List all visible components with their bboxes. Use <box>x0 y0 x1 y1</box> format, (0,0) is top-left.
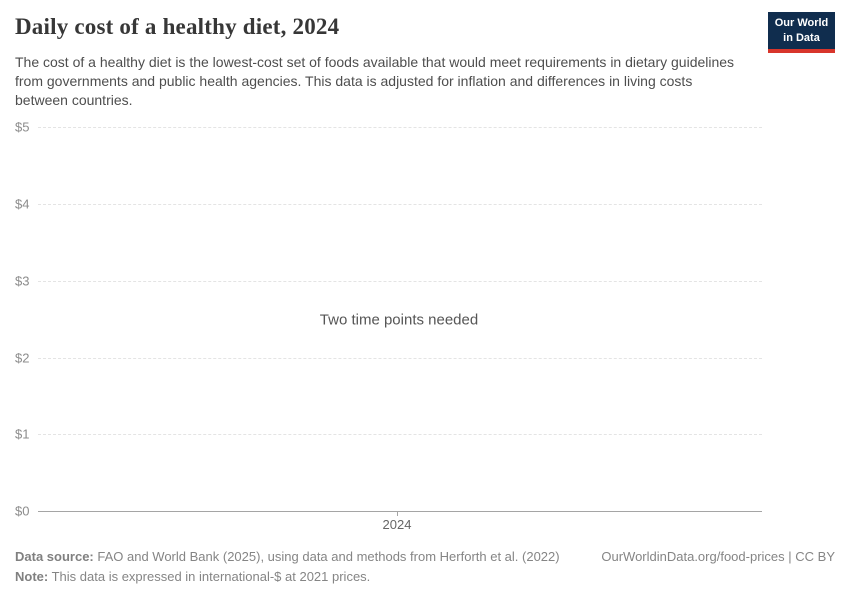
footer-datasource: Data source: FAO and World Bank (2025), … <box>15 549 560 564</box>
y-axis-tick-label: $2 <box>15 350 30 366</box>
x-axis-baseline <box>38 511 762 512</box>
footer-url-link[interactable]: OurWorldinData.org/food-prices <box>601 549 785 564</box>
footer-note-text: This data is expressed in international-… <box>51 569 371 584</box>
owid-logo[interactable]: Our World in Data <box>768 12 835 53</box>
chart-title: Daily cost of a healthy diet, 2024 <box>15 14 340 39</box>
footer-license-link[interactable]: CC BY <box>795 549 835 564</box>
y-axis-tick-label: $3 <box>15 273 30 289</box>
y-axis-tick-label: $1 <box>15 426 30 442</box>
footer-note: Note: This data is expressed in internat… <box>15 569 370 584</box>
gridline <box>38 358 762 359</box>
gridline <box>38 127 762 128</box>
y-axis-tick-label: $0 <box>15 503 30 519</box>
x-axis-tick-mark <box>397 511 398 516</box>
footer-divider: | <box>784 549 796 564</box>
gridline <box>38 434 762 435</box>
gridline <box>38 281 762 282</box>
gridline <box>38 204 762 205</box>
footer-note-label: Note: <box>15 569 49 584</box>
footer-datasource-text: FAO and World Bank (2025), using data an… <box>97 549 560 564</box>
footer-datasource-label: Data source: <box>15 549 94 564</box>
footer-links: OurWorldinData.org/food-prices | CC BY <box>601 549 835 564</box>
owid-logo-line1: Our World <box>774 17 829 30</box>
y-axis-tick-label: $5 <box>15 119 30 135</box>
empty-state-message: Two time points needed <box>319 311 479 329</box>
y-axis-tick-label: $4 <box>15 196 30 212</box>
x-axis-tick-label: 2024 <box>382 517 412 532</box>
chart-subtitle: The cost of a healthy diet is the lowest… <box>15 54 735 109</box>
owid-logo-line2: in Data <box>783 31 820 44</box>
